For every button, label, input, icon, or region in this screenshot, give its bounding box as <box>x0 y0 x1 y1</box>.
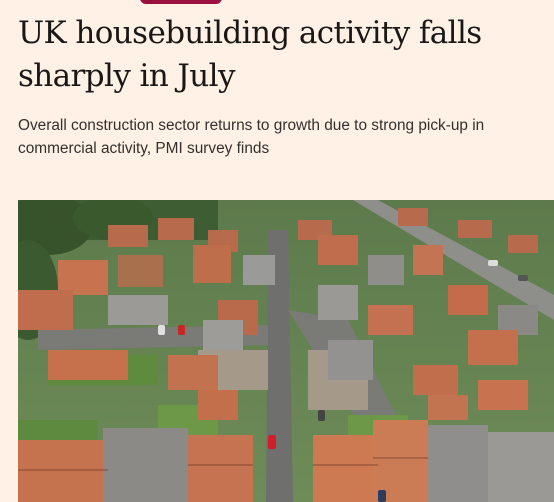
article-headline: UK housebuilding activity falls sharply … <box>18 15 482 94</box>
section-tag[interactable] <box>140 0 222 4</box>
hero-image <box>18 200 554 502</box>
article-standfirst: Overall construction sector returns to g… <box>18 117 485 157</box>
